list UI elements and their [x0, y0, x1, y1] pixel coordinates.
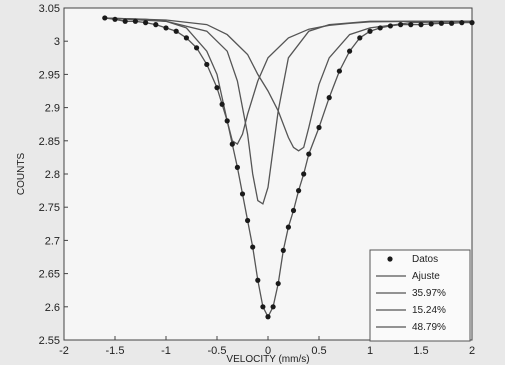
y-tick-label: 2.7: [45, 235, 60, 247]
y-axis-label: COUNTS: [16, 153, 27, 196]
data-point: [112, 16, 118, 22]
data-point: [239, 191, 246, 197]
x-axis-label: VELOCITY (mm/s): [226, 354, 309, 365]
data-point: [357, 35, 363, 41]
legend-label: 48.79%: [412, 322, 446, 333]
data-point: [367, 28, 373, 34]
data-point: [153, 22, 159, 28]
y-tick-label: 2.65: [39, 269, 60, 281]
data-point: [469, 20, 475, 26]
data-point: [326, 95, 332, 101]
x-tick-label: 0: [265, 345, 271, 357]
x-tick-label: 1.5: [413, 345, 428, 357]
series-line-1: [104, 17, 472, 319]
data-point: [438, 20, 444, 26]
legend-label: Ajuste: [412, 271, 440, 282]
x-tick-label: -2: [59, 345, 69, 357]
data-point: [194, 45, 200, 51]
data-point: [285, 224, 291, 230]
y-tick-label: 2.9: [45, 103, 60, 115]
legend-box: [369, 249, 471, 342]
x-tick-label: -1: [161, 345, 171, 357]
data-point: [245, 217, 251, 224]
data-point: [173, 28, 179, 34]
legend-label: Datos: [412, 254, 438, 265]
data-point: [229, 141, 235, 147]
y-tick-label: 2.95: [39, 69, 60, 81]
data-point: [377, 25, 383, 31]
legend-label: 15.24%: [412, 305, 446, 316]
y-tick-label: 2.85: [39, 136, 60, 148]
data-point: [260, 304, 266, 310]
data-points: [102, 15, 475, 320]
data-point: [224, 118, 230, 124]
data-point: [296, 188, 302, 194]
data-point: [219, 101, 225, 107]
data-point: [204, 61, 210, 68]
data-point: [183, 35, 189, 41]
data-point: [143, 20, 149, 26]
legend-label: 35.97%: [412, 288, 446, 299]
fit-curves: [104, 17, 473, 319]
data-point: [418, 22, 424, 28]
data-point: [102, 15, 108, 21]
data-point: [306, 151, 312, 157]
data-point: [270, 304, 276, 310]
data-point: [398, 22, 404, 28]
y-tick-label: 2.55: [39, 335, 60, 347]
y-tick-label: 2.8: [45, 169, 60, 181]
data-point: [408, 22, 414, 28]
legend-marker: [387, 256, 393, 262]
y-tick-label: 3.05: [39, 3, 60, 15]
series-line-4: [104, 17, 473, 152]
data-point: [255, 277, 261, 283]
series-line-3: [104, 17, 472, 205]
data-point: [387, 23, 393, 29]
legend: Datos Ajuste 35.97% 15.24% 48.79%: [369, 249, 471, 342]
y-tick-label: 2.6: [45, 302, 60, 314]
data-point: [234, 164, 240, 170]
x-tick-label: 0.5: [311, 345, 326, 357]
y-tick-label: 3: [54, 36, 60, 48]
x-tick-label: 2: [469, 345, 475, 357]
y-axis-ticks: 2.55 2.6 2.65 2.7 2.75 2.8 2.85 2.9 2.95 3 3.05: [39, 3, 68, 347]
data-point: [347, 48, 353, 54]
x-tick-label: -1.5: [106, 345, 125, 357]
x-axis-ticks: -2 -1.5 -1 -0.5 0 0.5 1 1.5 2: [59, 336, 475, 357]
x-tick-label: 1: [367, 345, 373, 357]
data-point: [163, 25, 169, 31]
data-point: [449, 20, 455, 26]
y-tick-label: 2.75: [39, 202, 60, 214]
data-point: [290, 207, 297, 214]
data-point: [459, 20, 465, 26]
data-point: [122, 18, 128, 24]
data-point: [428, 21, 434, 27]
data-point: [265, 314, 271, 320]
data-point: [250, 244, 256, 250]
data-point: [316, 124, 322, 131]
data-point: [336, 68, 342, 74]
x-tick-label: -0.5: [208, 345, 227, 357]
data-point: [275, 280, 281, 287]
data-point: [214, 85, 220, 91]
data-point: [301, 171, 307, 177]
data-point: [132, 18, 138, 24]
data-point: [280, 247, 286, 253]
